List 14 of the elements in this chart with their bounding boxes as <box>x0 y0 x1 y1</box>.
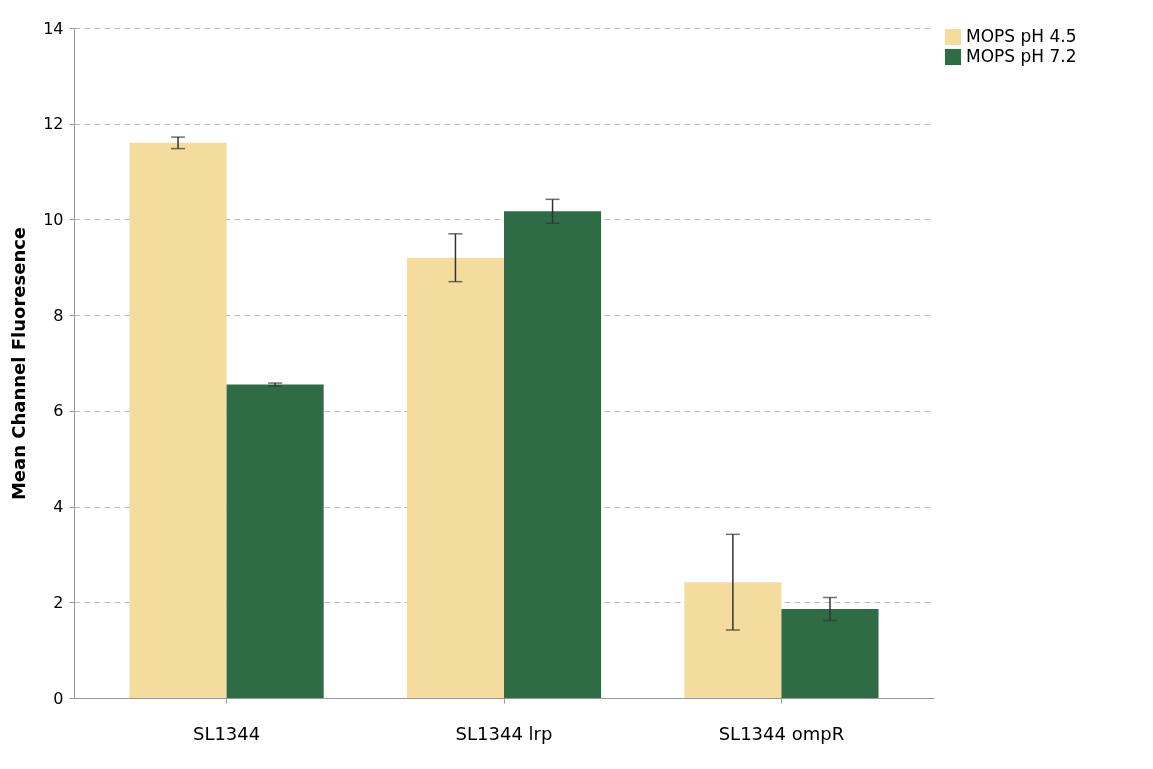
y-tick-label: 6 <box>53 401 64 421</box>
y-tick-label: 10 <box>43 209 64 229</box>
y-tick-label: 8 <box>53 305 64 325</box>
y-tick-label: 12 <box>43 114 64 134</box>
legend-label: MOPS pH 7.2 <box>966 46 1077 66</box>
x-tick-label: SL1344 ompR <box>718 722 845 744</box>
x-tick-label: SL1344 lrp <box>455 722 553 744</box>
y-tick-label: 0 <box>53 688 64 708</box>
x-tick-label: SL1344 <box>192 722 261 744</box>
y-tick-label: 4 <box>53 497 64 517</box>
y-tick-label: 14 <box>43 18 64 38</box>
y-tick-label: 2 <box>53 592 64 612</box>
legend-label: MOPS pH 4.5 <box>966 26 1077 46</box>
y-axis-title: Mean Channel Fluoresence <box>8 226 30 501</box>
